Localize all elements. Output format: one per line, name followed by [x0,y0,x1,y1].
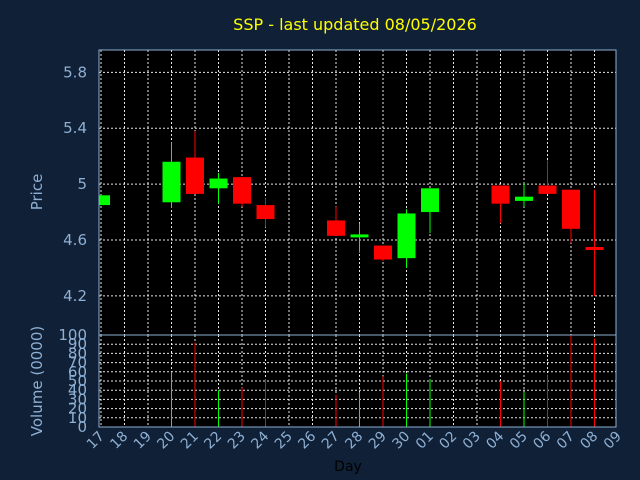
volume-tick-label: 20 [68,400,87,418]
volume-axis-label: Volume (0000) [28,326,46,436]
x-tick-label: 09 [601,429,625,453]
x-tick-label: 26 [295,428,319,452]
x-tick-label: 19 [131,429,155,453]
x-tick-label: 02 [436,429,460,453]
x-tick-label: 27 [319,429,343,453]
candle-body [327,220,345,236]
candle-body [186,157,204,194]
volume-tick-label: 10 [68,409,87,427]
candle-body [99,195,110,206]
candle-body [209,178,228,189]
x-tick-label: 07 [554,429,578,453]
x-tick-label: 21 [178,429,202,453]
candle-body [491,185,510,204]
volume-panel [99,335,616,427]
x-tick-label: 06 [530,428,554,452]
price-panel [99,50,616,335]
x-tick-label: 03 [460,429,484,453]
x-tick-label: 01 [413,429,437,453]
candle-body [350,234,369,238]
price-tick-label: 5.8 [63,63,87,81]
chart-title: SSP - last updated 08/05/2026 [233,15,477,34]
candle-body [374,245,392,260]
volume-tick-label: 60 [68,363,87,381]
x-tick-label: 08 [577,429,601,453]
x-axis-label: Day [334,459,362,475]
x-tick-label: 05 [507,429,531,453]
volume-tick-label: 40 [68,381,87,399]
candle-body [562,189,580,229]
price-tick-label: 5.4 [63,119,87,137]
x-tick-label: 17 [84,429,108,453]
x-tick-label: 18 [107,429,131,453]
x-tick-label: 22 [201,429,225,453]
x-tick-label: 24 [248,428,272,452]
candle-body [233,177,251,204]
volume-tick-label: 50 [68,372,87,390]
candle-body [162,161,181,203]
x-tick-label: 28 [342,429,366,453]
x-tick-label: 25 [272,429,296,453]
price-tick-label: 4.2 [63,287,87,305]
candle-body [515,196,533,201]
x-tick-label: 30 [389,429,413,453]
price-tick-label: 5 [77,175,87,193]
price-tick-label: 4.6 [63,231,87,249]
x-tick-label: 20 [154,429,178,453]
volume-tick-label: 80 [68,344,87,362]
x-tick-label: 29 [366,429,390,453]
volume-frame [98,334,617,428]
volume-tick-label: 0 [77,418,87,436]
candle-body [538,185,557,194]
candle-body [421,188,439,213]
candle-body [397,213,416,259]
candle-body [585,246,604,250]
candle-body [256,205,275,220]
x-tick-label: 04 [483,428,507,452]
x-tick-label: 23 [225,429,249,453]
price-axis-label: Price [28,174,46,211]
volume-tick-label: 30 [68,390,87,408]
volume-tick-label: 100 [58,326,87,344]
volume-tick-label: 70 [68,354,87,372]
volume-tick-label: 90 [68,335,87,353]
